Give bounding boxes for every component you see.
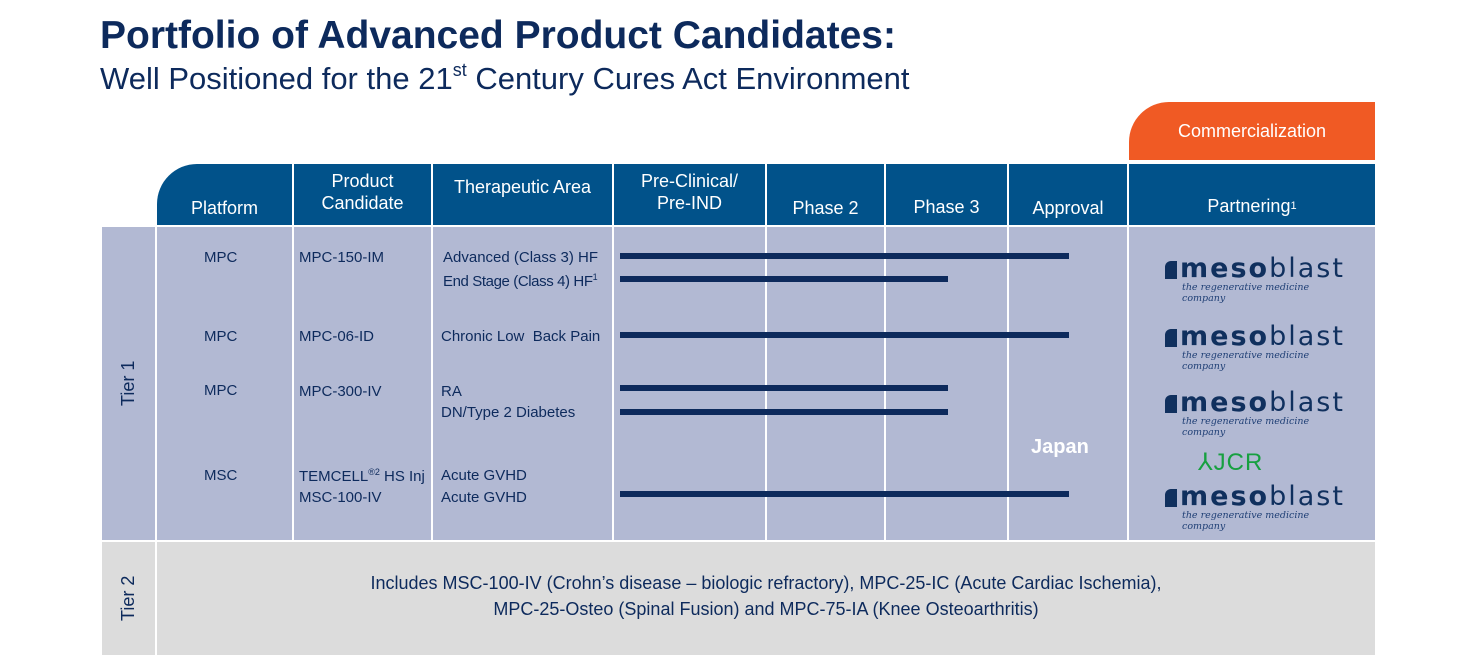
tier2-line: MPC-25-Osteo (Spinal Fusion) and MPC-75-… (493, 599, 1039, 619)
header-product-line2: Candidate (321, 192, 404, 213)
row-platform: MSC (204, 467, 238, 484)
row-area: End Stage (Class 4) HF1 (443, 272, 598, 290)
mesoblast-logo: mesoblast the regenerative medicine compa… (1165, 255, 1345, 304)
row-product: TEMCELL®2 HS Inj (299, 467, 425, 485)
jcr-mark-icon: ⅄ (1198, 449, 1214, 476)
row-product: MSC-100-IV (299, 489, 382, 506)
col-approval (1009, 227, 1127, 540)
subtitle-text: Well Positioned for the 21 (100, 61, 453, 96)
row-product: MPC-06-ID (299, 328, 375, 345)
row-product: MPC-300-IV (299, 383, 382, 400)
row-product-suffix: HS Inj (379, 468, 425, 485)
mesoblast-mark-icon (1165, 395, 1177, 413)
header-partnering-label: Partnering (1207, 196, 1291, 216)
row-area: DN/Type 2 Diabetes (441, 404, 576, 421)
header-product-line1: Product (331, 170, 394, 191)
mesoblast-mark-icon (1165, 489, 1177, 507)
row-platform: MPC (204, 382, 238, 399)
row-product: MPC-150-IM (299, 249, 385, 266)
progress-bar (620, 491, 1069, 497)
row-area: Acute GVHD (441, 489, 527, 506)
mesoblast-mark-icon (1165, 329, 1177, 347)
header-approval: Approval (1009, 164, 1127, 225)
header-phase2: Phase 2 (767, 164, 884, 225)
progress-bar (620, 409, 948, 415)
col-therapeutic (433, 227, 612, 540)
row-area: Advanced (Class 3) HF (443, 249, 599, 266)
subtitle-text-end: Century Cures Act Environment (466, 61, 910, 96)
tier2-body (157, 542, 1375, 655)
progress-bar (620, 332, 1069, 338)
tier2-description: Includes MSC-100-IV (Crohn’s disease – b… (157, 570, 1375, 622)
col-partnering (1129, 227, 1375, 540)
header-partnering-sup: 1 (1290, 200, 1297, 212)
mesoblast-logo: mesoblast the regenerative medicine compa… (1165, 389, 1345, 438)
mesoblast-mark-icon (1165, 261, 1177, 279)
header-phase3: Phase 3 (886, 164, 1007, 225)
subtitle-sup: st (452, 60, 467, 80)
row-area-sup: 1 (592, 272, 598, 282)
mesoblast-logo: mesoblast the regenerative medicine compa… (1165, 323, 1345, 372)
tier1-label: Tier 1 (102, 227, 155, 540)
col-platform (157, 227, 292, 540)
header-partnering: Partnering 1 (1129, 164, 1375, 225)
row-product-sup: ®2 (368, 467, 380, 477)
page-title: Portfolio of Advanced Product Candidates… (100, 14, 896, 57)
mesoblast-logo: mesoblast the regenerative medicine compa… (1165, 483, 1345, 532)
row-product-text: TEMCELL (299, 468, 369, 485)
progress-bar (620, 385, 948, 391)
header-preclinical-line1: Pre-Clinical/ (640, 170, 739, 191)
header-product: Product Candidate (294, 164, 431, 225)
japan-label: Japan (1031, 436, 1089, 458)
header-preclinical: Pre-Clinical/Pre-IND (614, 164, 765, 225)
row-area-text: End Stage (Class 4) HF (443, 273, 593, 290)
row-platform: MPC (204, 249, 238, 266)
row-area: RA (441, 383, 462, 400)
header-platform: Platform (157, 164, 292, 225)
progress-bar (620, 253, 1069, 259)
tier2-label: Tier 2 (102, 542, 155, 655)
jcr-logo: ⅄JCR (1198, 449, 1264, 476)
page-subtitle: Well Positioned for the 21st Century Cur… (100, 60, 910, 97)
progress-bar (620, 276, 948, 282)
row-area: Acute GVHD (441, 467, 527, 484)
header-preclinical-line2: Pre-IND (656, 192, 722, 213)
row-area: Chronic Low Back Pain (441, 328, 601, 345)
commercialization-header: Commercialization (1129, 102, 1375, 160)
tier2-line: Includes MSC-100-IV (Crohn’s disease – b… (370, 573, 1162, 593)
header-therapeutic: Therapeutic Area (433, 164, 612, 225)
row-platform: MPC (204, 328, 238, 345)
col-product (294, 227, 431, 540)
